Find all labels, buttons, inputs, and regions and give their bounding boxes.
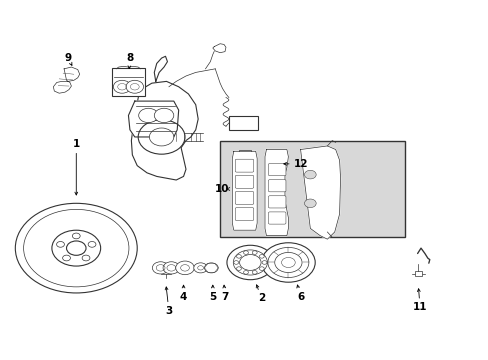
Circle shape: [233, 250, 267, 275]
Circle shape: [239, 255, 261, 270]
Circle shape: [236, 267, 241, 270]
FancyBboxPatch shape: [268, 163, 285, 176]
Circle shape: [233, 261, 238, 264]
FancyBboxPatch shape: [268, 180, 285, 192]
Circle shape: [193, 263, 207, 273]
FancyBboxPatch shape: [235, 175, 253, 188]
Polygon shape: [131, 81, 198, 180]
Circle shape: [267, 247, 308, 278]
Circle shape: [82, 255, 90, 261]
Circle shape: [152, 262, 168, 274]
Circle shape: [72, 233, 80, 239]
Text: 9: 9: [64, 53, 71, 63]
Text: 3: 3: [165, 306, 172, 316]
Circle shape: [281, 257, 295, 267]
Circle shape: [262, 261, 266, 264]
Circle shape: [261, 243, 315, 282]
Text: 1: 1: [73, 139, 80, 149]
Bar: [220, 140, 405, 237]
Polygon shape: [232, 151, 257, 230]
Circle shape: [113, 80, 131, 93]
FancyBboxPatch shape: [235, 208, 253, 221]
Text: 8: 8: [126, 53, 133, 63]
Circle shape: [252, 251, 257, 255]
Circle shape: [62, 255, 70, 261]
Text: 12: 12: [293, 159, 307, 169]
Circle shape: [88, 242, 96, 247]
Circle shape: [163, 262, 179, 274]
Circle shape: [149, 128, 173, 146]
Text: 2: 2: [257, 293, 264, 303]
Circle shape: [304, 170, 316, 179]
FancyBboxPatch shape: [268, 196, 285, 208]
Text: 6: 6: [296, 292, 304, 302]
Text: 10: 10: [214, 184, 228, 194]
Circle shape: [243, 271, 248, 274]
Circle shape: [139, 108, 158, 123]
Polygon shape: [212, 44, 225, 53]
Bar: [414, 271, 421, 276]
Bar: [228, 116, 258, 130]
Polygon shape: [300, 146, 340, 239]
FancyBboxPatch shape: [268, 212, 285, 224]
Polygon shape: [53, 67, 80, 93]
FancyBboxPatch shape: [235, 159, 253, 172]
Circle shape: [138, 120, 184, 154]
Circle shape: [204, 263, 218, 273]
Text: 5: 5: [209, 292, 216, 302]
FancyBboxPatch shape: [112, 68, 145, 96]
Circle shape: [126, 80, 143, 93]
Polygon shape: [128, 101, 178, 137]
Polygon shape: [154, 56, 167, 81]
Circle shape: [243, 251, 248, 255]
Circle shape: [252, 271, 257, 274]
Circle shape: [259, 255, 264, 258]
Circle shape: [226, 245, 273, 280]
Circle shape: [304, 199, 316, 208]
Circle shape: [259, 267, 264, 270]
Text: 11: 11: [412, 302, 427, 312]
FancyBboxPatch shape: [235, 192, 253, 204]
Circle shape: [66, 241, 86, 255]
Polygon shape: [264, 149, 288, 235]
Circle shape: [154, 108, 173, 123]
Text: 7: 7: [221, 292, 228, 302]
Circle shape: [57, 242, 64, 247]
Circle shape: [175, 261, 194, 275]
Circle shape: [274, 252, 302, 273]
Circle shape: [236, 255, 241, 258]
Text: 4: 4: [180, 292, 187, 302]
